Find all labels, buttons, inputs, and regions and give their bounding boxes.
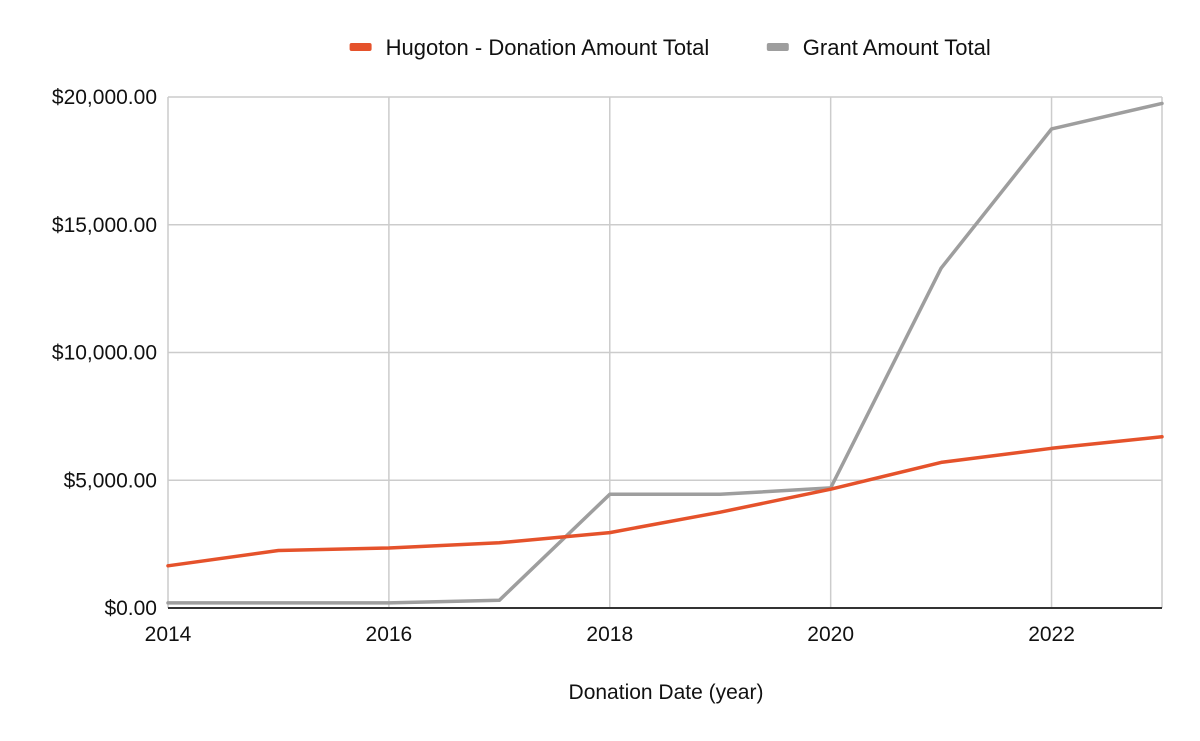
x-tick-label: 2018 (586, 623, 633, 646)
y-tick-label: $5,000.00 (64, 469, 157, 492)
x-axis-title: Donation Date (year) (569, 681, 764, 704)
y-tick-label: $10,000.00 (52, 342, 157, 365)
legend-label: Grant Amount Total (803, 35, 991, 60)
series-line (166, 101, 1164, 605)
legend-label: Hugoton - Donation Amount Total (386, 35, 710, 60)
x-tick-label: 2020 (807, 623, 854, 646)
legend: Hugoton - Donation Amount Total Grant Amo… (349, 35, 991, 60)
tick-labels: $0.00 $5,000.00 $10,000.00 $15,000.00 $20,00… (52, 86, 1075, 646)
y-tick-label: $0.00 (104, 597, 157, 620)
gridlines (167, 96, 1163, 608)
x-tick-label: 2014 (145, 623, 192, 646)
legend-swatch (766, 43, 789, 51)
y-tick-label: $15,000.00 (52, 214, 157, 237)
series-line (166, 435, 1164, 568)
legend-swatch (349, 43, 372, 51)
series-lines (166, 101, 1164, 605)
x-tick-label: 2016 (366, 623, 413, 646)
x-tick-label: 2022 (1028, 623, 1075, 646)
y-tick-label: $20,000.00 (52, 86, 157, 109)
